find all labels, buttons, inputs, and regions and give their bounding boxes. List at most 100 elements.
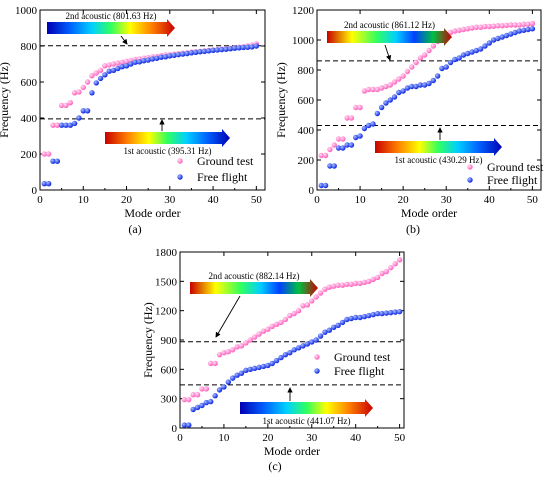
y-tick-label: 1200 [292,5,315,17]
y-axis-label: Frequency (Hz) [0,62,11,138]
panel-label: (c) [268,459,281,473]
ground-test-point [295,307,302,314]
ground-test-point [344,115,350,121]
free-flight-point [97,75,104,82]
ground-test-point [84,79,91,85]
ground-test-point [387,82,393,88]
ground-test-point [238,343,245,349]
free-flight-point [123,63,130,69]
free-flight-point [145,57,151,63]
free-flight-point [102,72,108,78]
ground-test-point [58,102,65,109]
free-flight-point [225,379,232,385]
legend-label: Free flight [334,364,385,378]
chart-panel-1: 0 10 20 30 40 50 0 200 400 600 800 1000 Mode order Fr… [0,5,266,236]
free-flight-point [243,367,249,374]
ground-test-point [67,100,73,106]
free-flight-point [434,73,441,79]
acoustic-label-1: 2nd acoustic (882.14 Hz) [209,271,300,281]
ground-test-point [361,279,368,286]
free-flight-point [353,134,359,141]
free-flight-point [357,133,363,139]
ground-test-point [216,351,223,358]
free-flight-point [486,40,493,46]
ground-test-point [473,24,480,30]
legend-label: Ground test [487,160,544,174]
free-flight-point [370,121,376,127]
ground-test-point [119,59,125,65]
legend-marker [314,368,320,374]
free-flight-point [219,46,225,53]
free-flight-point [175,51,182,58]
x-tick-label: 40 [484,194,496,206]
x-tick-label: 20 [398,194,410,206]
acoustic-mode-shape-bar-1 [47,19,175,37]
ground-test-point [392,261,398,267]
free-flight-point [326,327,333,333]
free-flight-point [426,80,432,87]
ground-test-point [348,115,355,121]
free-flight-point [439,65,445,72]
ground-test-point [383,83,389,90]
x-tick-label: 30 [164,194,176,206]
free-flight-point [317,333,324,339]
free-flight-point [110,67,117,74]
ground-test-point [357,280,363,286]
free-flight-point [322,329,328,335]
y-tick-label: 200 [21,149,38,161]
ground-test-point [508,22,514,28]
free-flight-point [54,158,61,164]
free-flight-point [318,182,325,189]
free-flight-point [149,56,156,62]
plot-frame [39,9,266,191]
free-flight-point [430,77,437,84]
free-flight-point [396,89,402,96]
ground-test-point [115,60,121,66]
ground-test-point [477,24,484,30]
free-flight-point [287,350,293,356]
free-flight-point [378,104,385,111]
free-flight-point [383,100,389,106]
free-flight-point [181,422,188,428]
y-tick-label: 1000 [15,5,38,17]
free-flight-point [247,366,253,373]
ground-test-point [366,278,372,285]
y-tick-label: 400 [21,113,38,125]
ground-test-point [486,23,493,30]
free-flight-point [421,82,428,88]
free-flight-point [136,59,143,65]
free-flight-point [503,32,510,39]
free-flight-point [365,122,372,129]
free-flight-point [309,339,315,345]
free-flight-point [119,63,125,70]
free-flight-point [322,182,329,189]
free-flight-point [460,52,467,58]
ground-test-point [327,146,333,153]
free-flight-point [525,26,531,33]
x-tick-label: 40 [350,432,362,444]
x-tick-label: 10 [218,432,230,444]
ground-test-point [186,396,192,403]
acoustic-mode-shape-bar-1 [190,279,318,297]
y-tick-label: 600 [21,77,38,89]
free-flight-point [230,375,236,381]
ground-test-point [495,23,501,29]
legend-marker [467,177,473,183]
ground-test-point [391,79,398,85]
free-flight-point [206,48,212,54]
legend-label: Ground test [334,350,391,364]
free-flight-point [265,362,271,369]
ground-test-point [383,268,390,275]
legend-marker [467,164,473,170]
y-tick-label: 0 [309,185,315,197]
ground-test-point [456,27,462,33]
x-tick-label: 50 [251,194,263,206]
free-flight-point [106,68,112,74]
x-tick-label: 0 [37,194,43,206]
y-tick-label: 0 [172,423,178,435]
free-flight-point [236,45,242,51]
ground-test-point [400,73,406,79]
ground-test-point [348,281,354,287]
free-flight-point [335,322,341,329]
free-flight-point [171,52,177,59]
